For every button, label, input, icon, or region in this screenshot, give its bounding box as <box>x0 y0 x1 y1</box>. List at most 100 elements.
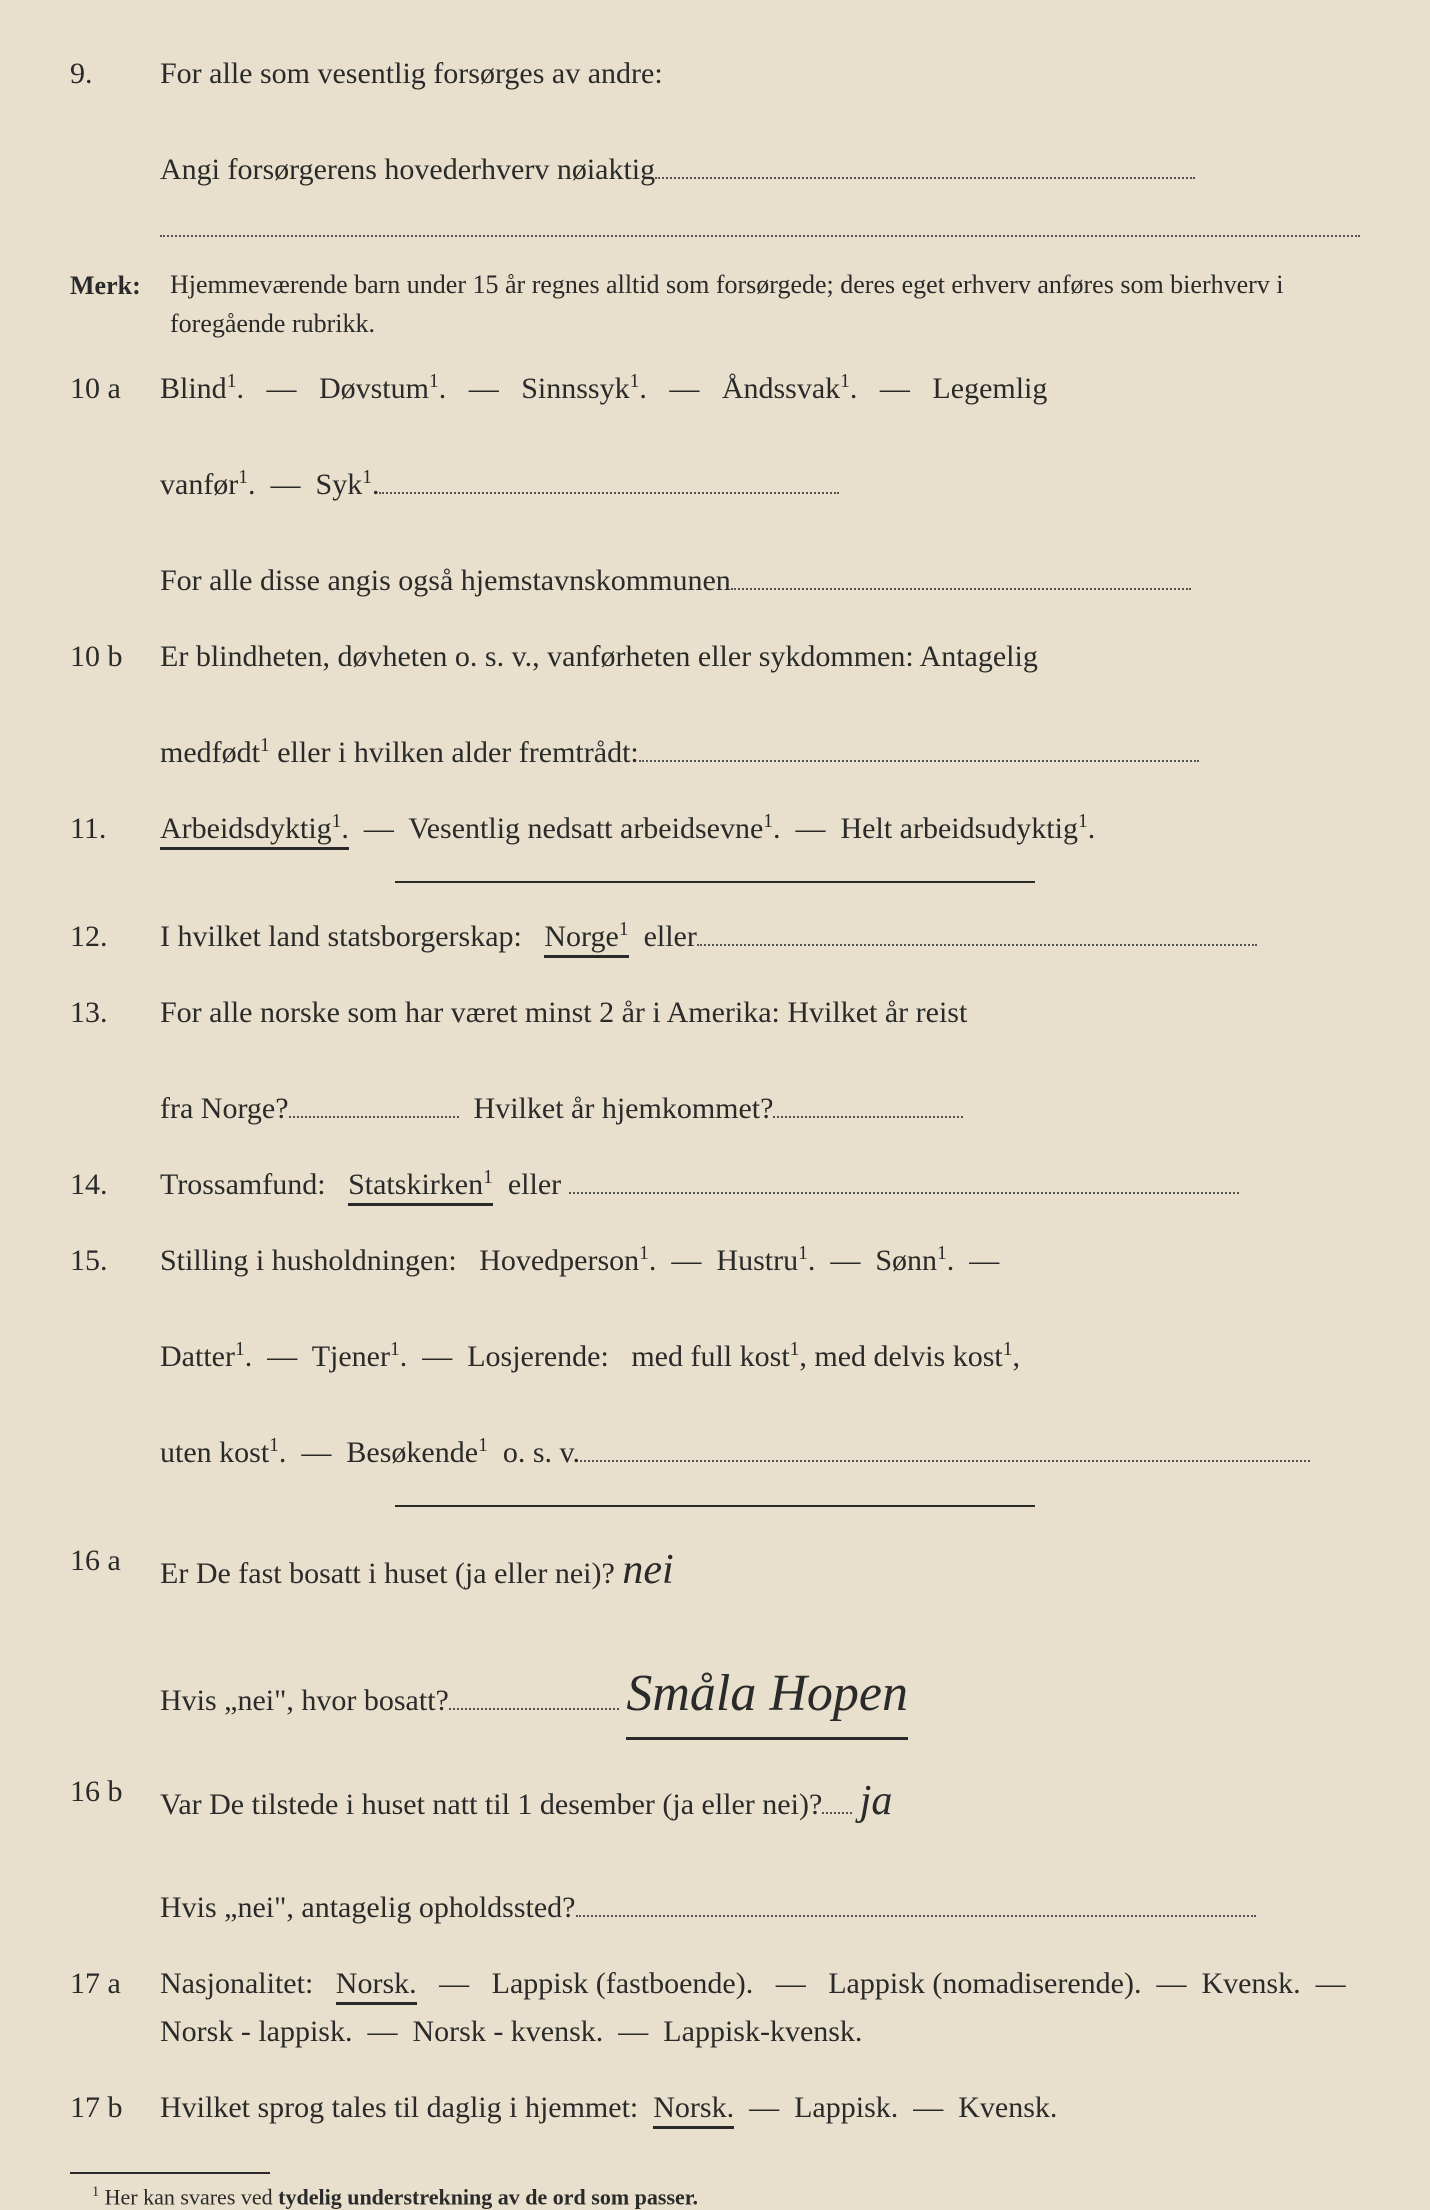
q16a-fill <box>449 1708 619 1710</box>
q12-text1: I hvilket land statsborgerskap: <box>160 920 522 953</box>
q16a-answer1: nei <box>622 1537 673 1604</box>
q15-opt-hustru: Hustru1. <box>716 1244 815 1277</box>
merk-text: Hjemmeværende barn under 15 år regnes al… <box>170 265 1360 343</box>
q10a-opt-syk: Syk1. <box>316 468 380 501</box>
q17a-opt-norsk: Norsk. <box>336 1967 417 2005</box>
q9-fill <box>655 177 1195 179</box>
q10a-fill2 <box>731 588 1191 590</box>
q9-number: 9. <box>70 50 160 98</box>
q13-line2a: fra Norge? <box>160 1092 289 1125</box>
q17a-number: 17 a <box>70 1960 160 2008</box>
footnote-rule <box>70 2172 270 2174</box>
q9-fill-2 <box>160 234 1360 237</box>
footnote-bold: tydelig understrekning av de ord som pas… <box>278 2184 698 2209</box>
q13-line2b: Hvilket år hjemkommet? <box>474 1092 774 1125</box>
footnote-num: 1 <box>92 2184 99 2200</box>
q13-number: 13. <box>70 989 160 1037</box>
q16a-answer2: Småla Hopen <box>626 1652 908 1740</box>
question-16b: 16 b Var De tilstede i huset natt til 1 … <box>70 1768 1360 1931</box>
q11-opt-udyktig: Helt arbeidsudyktig1. <box>841 812 1096 845</box>
question-10b: 10 b Er blindheten, døvheten o. s. v., v… <box>70 633 1360 777</box>
q10a-fill <box>379 492 839 494</box>
q15-opt-sonn: Sønn1. <box>875 1244 954 1277</box>
q15-opt-besokende: Besøkende1 <box>346 1436 487 1469</box>
q10a-number: 10 a <box>70 365 160 413</box>
q12-opt-norge: Norge1 <box>544 920 628 958</box>
q14-fill <box>569 1192 1239 1194</box>
q10b-line1: Er blindheten, døvheten o. s. v., vanfør… <box>160 640 1038 673</box>
q17b-opt-norsk: Norsk. <box>653 2091 734 2129</box>
section-divider-2 <box>395 1505 1035 1507</box>
q15-opt-tjener: Tjener1. <box>312 1340 408 1373</box>
q10a-opt-legemlig: Legemlig <box>932 372 1047 405</box>
q17a-opt-lappisk-fast: Lappisk (fastboende). <box>492 1967 754 2000</box>
section-divider-1 <box>395 881 1035 883</box>
q15-opt-delviskost: med delvis kost1, <box>814 1340 1020 1373</box>
q10a-opt-blind: Blind1. <box>160 372 244 405</box>
q16b-number: 16 b <box>70 1768 160 1816</box>
q12-text2: eller <box>644 920 697 953</box>
q15-text1: Stilling i husholdningen: <box>160 1244 457 1277</box>
merk-note: Merk: Hjemmeværende barn under 15 år reg… <box>70 265 1360 343</box>
question-15: 15. Stilling i husholdningen: Hovedperso… <box>70 1237 1360 1477</box>
question-9: 9. For alle som vesentlig forsørges av a… <box>70 50 1360 237</box>
q9-line2: Angi forsørgerens hovederhverv nøiaktig <box>160 153 655 186</box>
q15-text3: o. s. v. <box>503 1436 580 1469</box>
question-17b: 17 b Hvilket sprog tales til daglig i hj… <box>70 2084 1360 2132</box>
q17a-opt-kvensk: Kvensk. <box>1201 1967 1300 2000</box>
q10b-line2a: medfødt1 <box>160 736 270 769</box>
form-page: 9. For alle som vesentlig forsørges av a… <box>0 0 1430 2048</box>
q12-number: 12. <box>70 913 160 961</box>
q10a-line3: For alle disse angis også hjemstavnskomm… <box>160 564 731 597</box>
q17a-opt-norsk-lappisk: Norsk - lappisk. <box>160 2015 352 2048</box>
q16b-line2: Hvis „nei", antagelig opholdssted? <box>160 1891 576 1924</box>
q17a-text1: Nasjonalitet: <box>160 1967 313 2000</box>
q10a-opt-dovstum: Døvstum1. <box>319 372 446 405</box>
q11-number: 11. <box>70 805 160 853</box>
q17b-number: 17 b <box>70 2084 160 2132</box>
q15-text2: Losjerende: <box>467 1340 609 1373</box>
question-14: 14. Trossamfund: Statskirken1 eller <box>70 1161 1360 1209</box>
question-11: 11. Arbeidsdyktig1. — Vesentlig nedsatt … <box>70 805 1360 853</box>
footnote: 1 Her kan svares ved tydelig understrekn… <box>70 2184 1360 2210</box>
q15-opt-fullkost: med full kost1, <box>631 1340 807 1373</box>
question-17a: 17 a Nasjonalitet: Norsk. — Lappisk (fas… <box>70 1960 1360 2056</box>
q17a-opt-lappisk-kvensk: Lappisk-kvensk. <box>663 2015 862 2048</box>
q10b-line2b: eller i hvilken alder fremtrådt: <box>270 736 639 769</box>
q11-opt-arbeidsdyktig: Arbeidsdyktig1. <box>160 812 349 850</box>
q14-number: 14. <box>70 1161 160 1209</box>
q10b-number: 10 b <box>70 633 160 681</box>
q16b-answer1: ja <box>860 1768 893 1835</box>
question-13: 13. For alle norske som har været minst … <box>70 989 1360 1133</box>
q15-opt-utenkost: uten kost1. <box>160 1436 286 1469</box>
q10b-fill <box>639 760 1199 762</box>
question-12: 12. I hvilket land statsborgerskap: Norg… <box>70 913 1360 961</box>
q16a-line2: Hvis „nei", hvor bosatt? <box>160 1684 449 1717</box>
q15-number: 15. <box>70 1237 160 1285</box>
q13-line1: For alle norske som har været minst 2 år… <box>160 996 967 1029</box>
q10a-opt-vanfor: vanfør1. <box>160 468 256 501</box>
q17b-opt-lappisk: Lappisk. <box>794 2091 898 2124</box>
q10a-opt-sinnssyk: Sinnssyk1. <box>521 372 647 405</box>
merk-label: Merk: <box>70 265 170 307</box>
q17b-text1: Hvilket sprog tales til daglig i hjemmet… <box>160 2091 638 2124</box>
q16b-line1: Var De tilstede i huset natt til 1 desem… <box>160 1788 822 1821</box>
q17a-opt-norsk-kvensk: Norsk - kvensk. <box>412 2015 603 2048</box>
q15-opt-hovedperson: Hovedperson1. <box>479 1244 656 1277</box>
q15-opt-datter: Datter1. <box>160 1340 252 1373</box>
q14-text2: eller <box>508 1168 561 1201</box>
q14-opt-statskirken: Statskirken1 <box>348 1168 493 1206</box>
q12-fill <box>697 944 1257 946</box>
q17a-opt-lappisk-nomad: Lappisk (nomadiserende). <box>828 1967 1141 2000</box>
q9-line1: For alle som vesentlig forsørges av andr… <box>160 57 663 90</box>
q16b-fill <box>576 1915 1256 1917</box>
q16b-fillx <box>822 1812 852 1814</box>
q16a-line1: Er De fast bosatt i huset (ja eller nei)… <box>160 1557 615 1590</box>
footnote-text1: Her kan svares ved <box>105 2184 279 2209</box>
q14-text1: Trossamfund: <box>160 1168 326 1201</box>
q16a-number: 16 a <box>70 1537 160 1585</box>
q11-opt-nedsatt: Vesentlig nedsatt arbeidsevne1. <box>408 812 780 845</box>
q17b-opt-kvensk: Kvensk. <box>958 2091 1057 2124</box>
q13-fill2 <box>773 1116 963 1118</box>
q13-fill1 <box>289 1116 459 1118</box>
